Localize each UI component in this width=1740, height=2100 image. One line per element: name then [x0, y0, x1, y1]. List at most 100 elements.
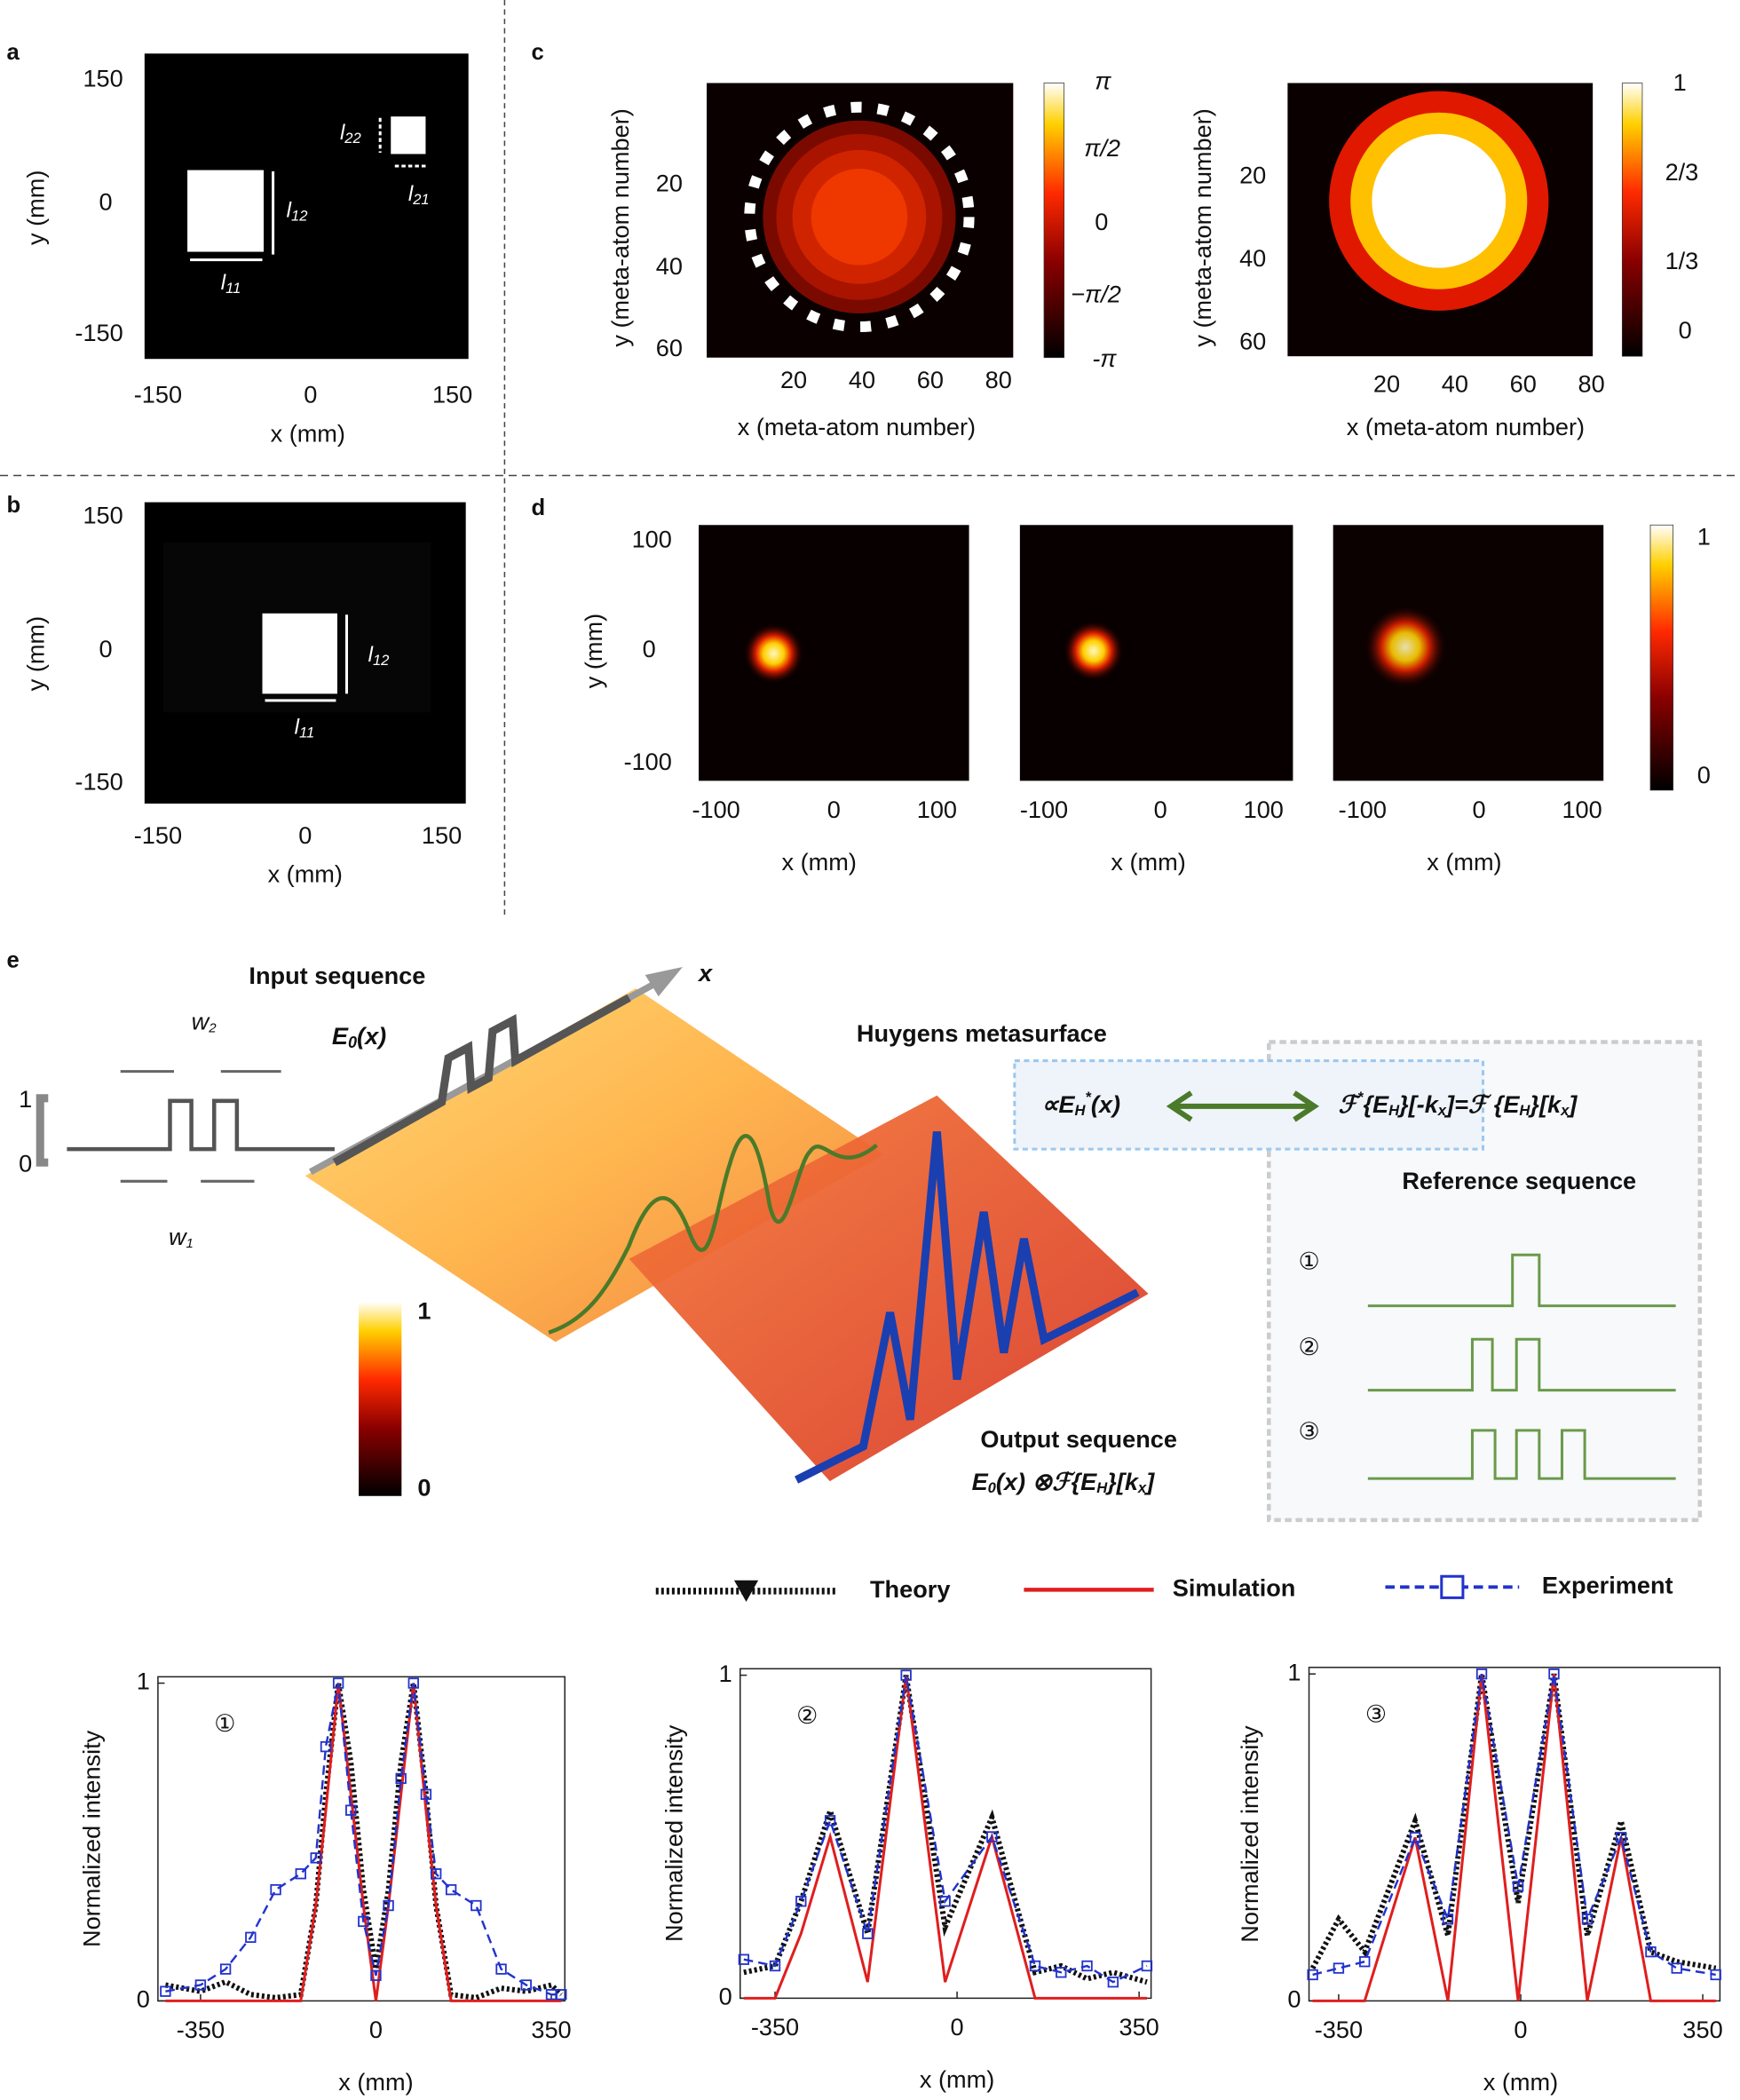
experiment-marker — [795, 1896, 807, 1907]
x-tick-label: 0 — [827, 796, 841, 823]
y-tick-label: 60 — [656, 334, 683, 361]
annotation: ③ — [1365, 1700, 1387, 1727]
experiment-marker — [219, 1963, 232, 1975]
experiment-marker — [900, 1669, 912, 1681]
panel-label: c — [532, 40, 544, 65]
x-tick-label: 350 — [1682, 2016, 1722, 2043]
x-axis-label: x (mm) — [338, 2068, 413, 2096]
series-line — [743, 1675, 1148, 1984]
y-tick-label: 150 — [83, 501, 123, 528]
width-label: w1 — [169, 1223, 194, 1251]
x-tick-label: 100 — [917, 796, 957, 823]
reference-pulse — [1367, 1429, 1676, 1480]
x-axis-label: x (meta-atom number) — [1347, 413, 1585, 440]
reference-pulse — [1367, 1253, 1676, 1308]
formula: ℱ*{EH}[-kx]=ℱ {EH}[kx] — [1339, 1089, 1578, 1119]
y-tick-label: 150 — [83, 65, 123, 92]
output-sequence-3d — [795, 1131, 1140, 1484]
annotation: ② — [796, 1701, 818, 1729]
experiment-marker — [1442, 1914, 1454, 1925]
y-axis-label: y (mm) — [21, 616, 49, 691]
experiment-marker — [1107, 1976, 1119, 1988]
experiment-marker — [1548, 1668, 1560, 1680]
colorbar-tick-label: 2/3 — [1665, 158, 1699, 186]
experiment-marker — [430, 1868, 442, 1880]
annotation: l12 — [368, 643, 390, 669]
x-axis-label: x (mm) — [1427, 848, 1501, 876]
y-tick-label: 20 — [656, 169, 683, 196]
level-tick: 1 — [19, 1085, 32, 1113]
x-tick-label: 0 — [1154, 796, 1167, 823]
formula: ∝EH*(x) — [1041, 1089, 1120, 1119]
level-tick: 0 — [19, 1149, 32, 1177]
panel-c: c π π/2 0 −π/2 -π 20 40 60 20 40 60 80 y… — [532, 40, 1699, 440]
y-tick-label: 0 — [1287, 1985, 1301, 2013]
input-pulse-3d — [332, 994, 631, 1167]
experiment-marker — [345, 1804, 357, 1816]
y-axis-label: Normalized intensity — [78, 1730, 106, 1947]
experiment-marker — [1333, 1962, 1345, 1974]
output-formula: E0(x) ⊗ℱ{EH}[kx] — [972, 1468, 1156, 1496]
experiment-marker — [310, 1852, 321, 1864]
colorbar-tick-label: 0 — [1697, 761, 1711, 788]
experiment-marker — [1710, 1969, 1721, 1981]
input-field: E0(x) — [332, 1022, 386, 1051]
colorbar — [1621, 83, 1643, 357]
focal-spot — [1364, 606, 1446, 687]
plot-frame — [740, 1668, 1152, 2000]
series-line — [165, 1683, 562, 1996]
field-sheet — [304, 988, 884, 1343]
annotation: l12 — [287, 199, 308, 225]
panel-e: e x 1 0 w2 w1 Input sequence E0(x) Huyge… — [7, 948, 1703, 1523]
arrow-head — [645, 966, 683, 997]
legend-marker — [1440, 1574, 1465, 1599]
panel-a: a l11 l12 l21 l22 150 0 -150 -150 0 150 … — [7, 40, 473, 447]
metasurface-title: Huygens metasurface — [857, 1019, 1107, 1047]
experiment-marker — [1359, 1956, 1371, 1968]
aperture — [391, 116, 426, 155]
plot-frame — [1308, 1667, 1721, 2002]
double-arrow — [1166, 1090, 1319, 1122]
field-sheet — [629, 1095, 1149, 1482]
y-tick-label: 0 — [719, 1983, 732, 2010]
experiment-marker — [1409, 1832, 1421, 1843]
panel-label: b — [7, 493, 21, 518]
reference-title: Reference sequence — [1402, 1167, 1636, 1194]
experiment-marker — [370, 1969, 382, 1981]
experiment-marker — [556, 1989, 567, 2001]
annotation: l11 — [221, 271, 241, 297]
experiment-marker — [471, 1899, 482, 1912]
input-title: Input sequence — [249, 962, 425, 989]
experiment-marker — [939, 1896, 951, 1907]
x-tick-label: -150 — [134, 821, 182, 849]
intensity-charts: 0 1 -350 0 350 x (mm) Normalized intensity ① 0 1 -… — [78, 1571, 1723, 2096]
experiment-marker — [395, 1772, 407, 1785]
output-title: Output sequence — [980, 1425, 1177, 1453]
colorbar-tick-label: 1 — [417, 1296, 431, 1324]
series-line — [743, 1675, 1148, 1985]
experiment-marker — [1645, 1945, 1657, 1958]
experiment-marker — [332, 1677, 344, 1689]
x-tick-label: 150 — [432, 381, 472, 408]
experiment-marker — [295, 1868, 306, 1880]
x-axis-label: x (meta-atom number) — [738, 413, 976, 440]
series-line — [1309, 1673, 1717, 1971]
y-tick-label: 40 — [656, 252, 683, 280]
colorbar-tick-label: π/2 — [1084, 134, 1120, 162]
aperture — [187, 170, 265, 252]
bracket — [36, 1094, 49, 1167]
colorbar — [1043, 83, 1064, 359]
y-axis-label: y (meta-atom number) — [606, 108, 634, 346]
legend-label: Simulation — [1173, 1574, 1296, 1602]
y-tick-label: 40 — [1239, 244, 1266, 272]
reference-number: ② — [1298, 1333, 1319, 1360]
x-axis-label: x (mm) — [1111, 848, 1185, 876]
x-tick-label: -100 — [1339, 796, 1387, 823]
plot-frame — [157, 1676, 566, 2002]
legend-label: Experiment — [1542, 1571, 1673, 1598]
colorbar-tick-label: -π — [1092, 345, 1117, 372]
x-tick-label: -350 — [177, 2016, 225, 2043]
x-tick-label: -150 — [134, 381, 182, 408]
y-tick-label: -100 — [624, 748, 672, 775]
y-tick-label: 20 — [1239, 161, 1266, 188]
